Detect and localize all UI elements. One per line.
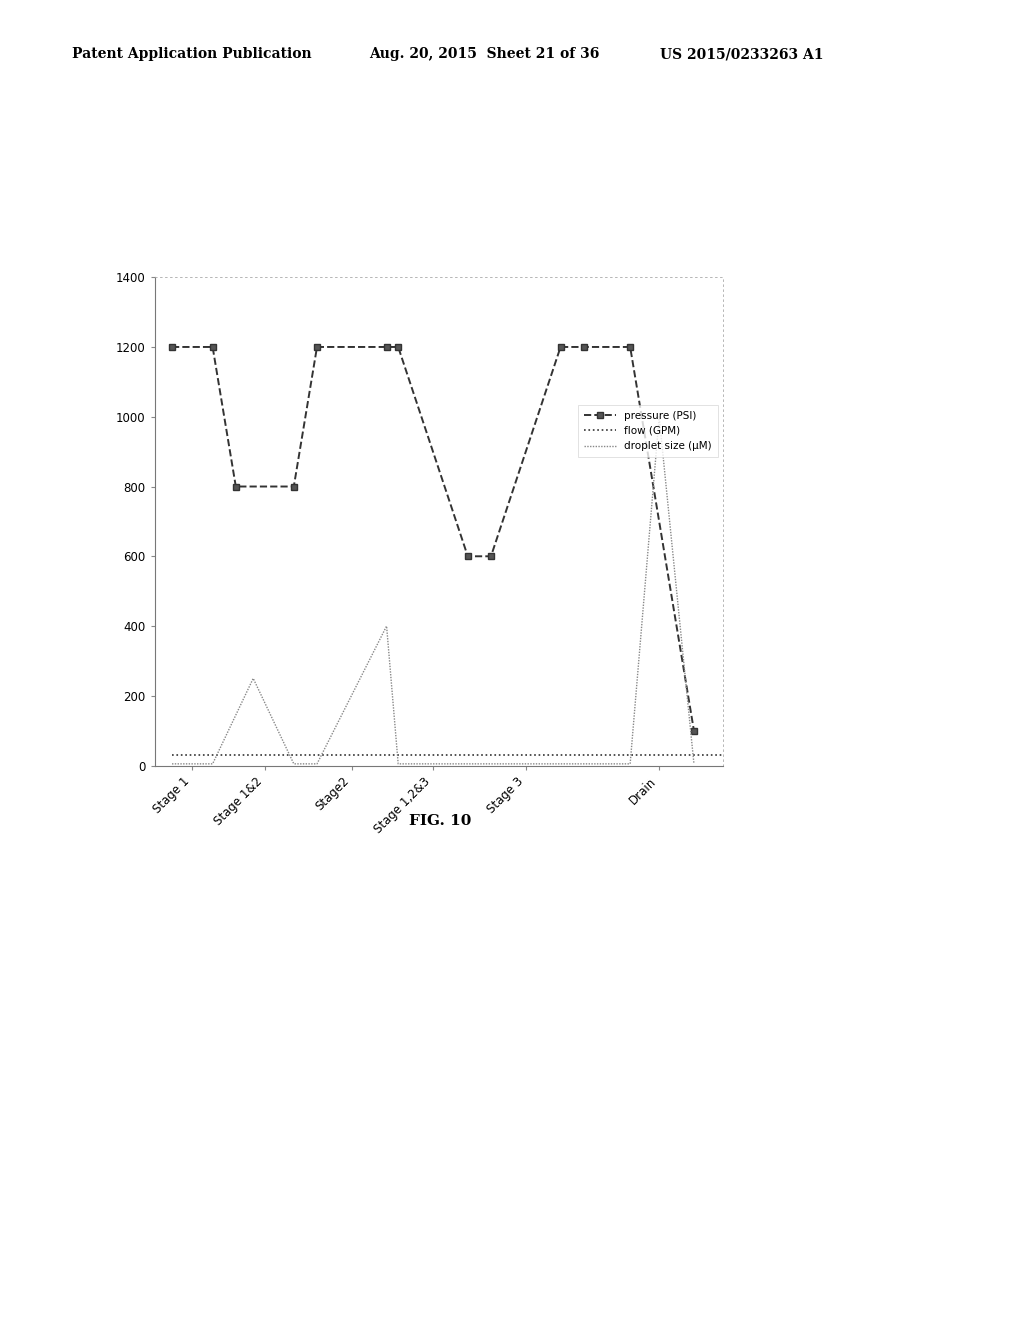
droplet size (μM): [288, 756, 300, 772]
droplet size (μM): [484, 756, 497, 772]
Text: US 2015/0233263 A1: US 2015/0233263 A1: [660, 48, 824, 61]
pressure (PSI): [229, 479, 242, 495]
pressure (PSI): [688, 723, 700, 739]
droplet size (μM): [624, 756, 636, 772]
pressure (PSI): [166, 339, 178, 355]
pressure (PSI): [392, 339, 404, 355]
pressure (PSI): [381, 339, 393, 355]
droplet size (μM): [166, 756, 178, 772]
droplet size (μM): [653, 409, 666, 425]
pressure (PSI): [207, 339, 219, 355]
Legend: pressure (PSI), flow (GPM), droplet size (μM): pressure (PSI), flow (GPM), droplet size…: [578, 404, 718, 458]
pressure (PSI): [462, 548, 474, 564]
pressure (PSI): [484, 548, 497, 564]
pressure (PSI): [288, 479, 300, 495]
Text: FIG. 10: FIG. 10: [410, 814, 471, 828]
Line: pressure (PSI): pressure (PSI): [169, 343, 697, 734]
pressure (PSI): [311, 339, 324, 355]
Text: Patent Application Publication: Patent Application Publication: [72, 48, 311, 61]
droplet size (μM): [554, 756, 566, 772]
Text: Aug. 20, 2015  Sheet 21 of 36: Aug. 20, 2015 Sheet 21 of 36: [369, 48, 599, 61]
droplet size (μM): [462, 756, 474, 772]
droplet size (μM): [688, 756, 700, 772]
droplet size (μM): [381, 618, 393, 634]
droplet size (μM): [311, 756, 324, 772]
droplet size (μM): [247, 671, 259, 686]
pressure (PSI): [578, 339, 590, 355]
droplet size (μM): [392, 756, 404, 772]
pressure (PSI): [624, 339, 636, 355]
pressure (PSI): [554, 339, 566, 355]
Line: droplet size (μM): droplet size (μM): [172, 417, 694, 764]
droplet size (μM): [207, 756, 219, 772]
droplet size (μM): [578, 756, 590, 772]
